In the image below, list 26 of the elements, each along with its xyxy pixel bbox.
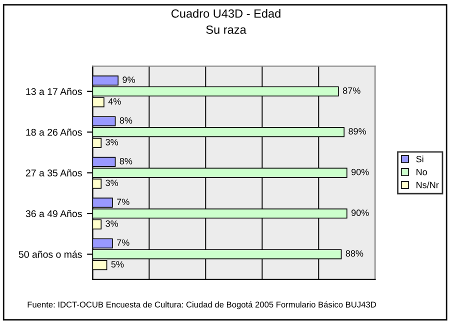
data-label: 8% [120, 117, 132, 124]
data-label: 88% [346, 250, 364, 257]
legend-label: Ns/Nr [416, 182, 439, 188]
data-label: 3% [106, 180, 118, 186]
data-label: 8% [120, 158, 132, 164]
data-label: 3% [106, 138, 118, 146]
legend-label: Si [416, 156, 424, 162]
data-label: 7% [117, 239, 130, 246]
data-label: 87% [342, 87, 360, 94]
data-label: 4% [108, 98, 121, 105]
data-label: 90% [352, 210, 369, 216]
data-label: 3% [106, 220, 118, 227]
y-tick-label: 13 a 17 Años [26, 88, 82, 95]
data-label: 7% [117, 198, 130, 206]
y-tick-label: 36 a 49 Años [26, 210, 82, 218]
data-label: 5% [111, 261, 124, 268]
y-tick-label: 18 a 26 Años [26, 128, 82, 136]
y-tick-label: 50 años o más [18, 250, 82, 258]
chart-subtitle: Su raza [206, 25, 246, 34]
source-note: Fuente: IDCT-OCUB Encuesta de Cultura: Ciudad de Bogotá 2005 Formulario Básico BUJ43D [28, 301, 376, 310]
data-label: 9% [122, 76, 135, 83]
data-label: 90% [352, 168, 369, 176]
y-tick-label: 27 a 35 Años [26, 169, 82, 176]
chart-title: Cuadro U43D - Edad [171, 9, 280, 18]
data-label: 89% [348, 128, 366, 135]
legend-label: No [416, 168, 427, 176]
